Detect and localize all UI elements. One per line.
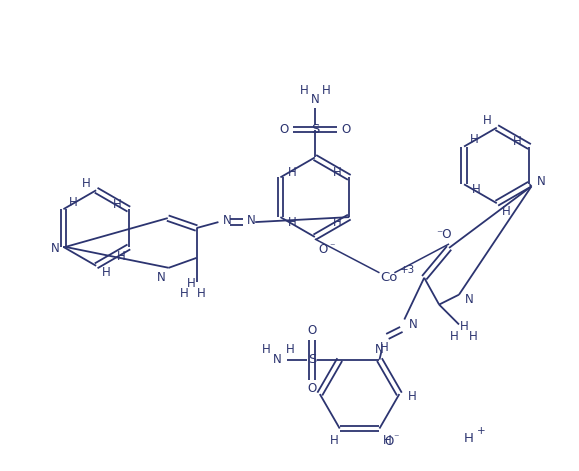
Text: O: O — [319, 244, 328, 256]
Text: O: O — [384, 435, 394, 448]
Text: O: O — [307, 382, 317, 395]
Text: ⁻: ⁻ — [394, 433, 399, 443]
Text: H: H — [333, 166, 342, 179]
Text: +3: +3 — [400, 265, 415, 275]
Text: N: N — [247, 213, 256, 227]
Text: H: H — [82, 177, 90, 190]
Text: H: H — [470, 133, 478, 146]
Text: H: H — [331, 434, 339, 447]
Text: H: H — [408, 390, 417, 403]
Text: N: N — [537, 175, 546, 188]
Text: H: H — [450, 330, 459, 343]
Text: H: H — [464, 432, 474, 445]
Text: H: H — [333, 216, 342, 228]
Text: N: N — [310, 93, 319, 106]
Text: H: H — [285, 343, 294, 356]
Text: N: N — [222, 213, 231, 227]
Text: N: N — [156, 271, 165, 284]
Text: H: H — [288, 216, 296, 228]
Text: H: H — [69, 195, 78, 209]
Text: H: H — [460, 320, 468, 333]
Text: H: H — [116, 251, 125, 263]
Text: H: H — [180, 287, 189, 300]
Text: O: O — [341, 123, 350, 136]
Text: H: H — [262, 343, 270, 356]
Text: H: H — [299, 84, 308, 97]
Text: ⁻: ⁻ — [329, 242, 335, 252]
Text: H: H — [112, 198, 122, 211]
Text: S: S — [311, 123, 319, 136]
Text: H: H — [472, 183, 481, 196]
Text: Co: Co — [381, 271, 398, 284]
Text: H: H — [383, 434, 392, 447]
Text: N: N — [51, 243, 60, 255]
Text: H: H — [187, 277, 196, 290]
Text: H: H — [482, 114, 491, 127]
Text: N: N — [464, 293, 473, 306]
Text: +: + — [477, 426, 485, 436]
Text: H: H — [468, 330, 477, 343]
Text: N: N — [409, 318, 418, 331]
Text: H: H — [513, 135, 522, 148]
Text: H: H — [102, 266, 111, 279]
Text: N: N — [375, 343, 384, 356]
Text: H: H — [321, 84, 330, 97]
Text: S: S — [307, 353, 316, 366]
Text: H: H — [197, 287, 206, 300]
Text: O: O — [307, 325, 317, 337]
Text: H: H — [288, 166, 296, 179]
Text: O: O — [280, 123, 289, 136]
Text: H: H — [380, 341, 389, 354]
Text: N: N — [273, 353, 281, 366]
Text: H: H — [503, 204, 511, 218]
Text: ⁻O: ⁻O — [437, 227, 452, 241]
